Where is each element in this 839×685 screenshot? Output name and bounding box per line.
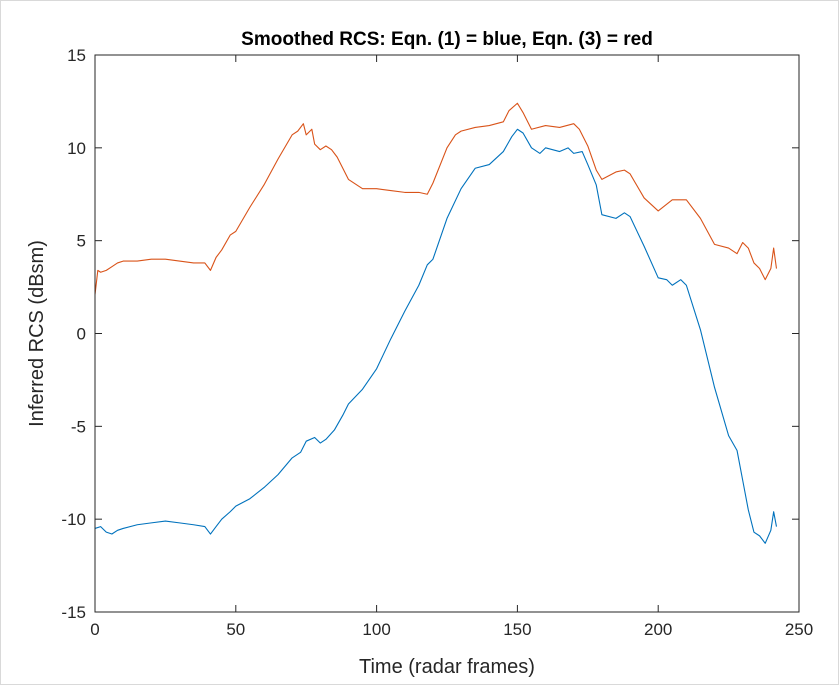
- tick-layer: 0 50 100 150 200 250 -15 -10 -5 0 5 10 15: [61, 46, 813, 639]
- series-line-1: [94, 128, 778, 544]
- y-tick-label: 0: [77, 325, 86, 344]
- y-tick-label: -5: [71, 417, 86, 436]
- x-tick-label: 250: [785, 620, 813, 639]
- chart-title: Smoothed RCS: Eqn. (1) = blue, Eqn. (3) …: [241, 29, 653, 50]
- y-tick-label: 5: [77, 232, 86, 251]
- series-layer: [94, 102, 778, 544]
- x-tick-label: 0: [90, 620, 99, 639]
- x-tick-label: 150: [503, 620, 531, 639]
- plot-area: [95, 55, 799, 612]
- y-tick-label: -15: [61, 603, 86, 622]
- y-tick-label: 10: [67, 139, 86, 158]
- x-tick-label: 200: [644, 620, 672, 639]
- y-tick-label: 15: [67, 46, 86, 65]
- y-tick-label: -10: [61, 510, 86, 529]
- series-line-2: [94, 102, 778, 295]
- x-axis-label: Time (radar frames): [359, 656, 535, 678]
- x-tick-label: 50: [226, 620, 245, 639]
- y-axis-label: Inferred RCS (dBsm): [26, 240, 48, 427]
- x-tick-label: 100: [362, 620, 390, 639]
